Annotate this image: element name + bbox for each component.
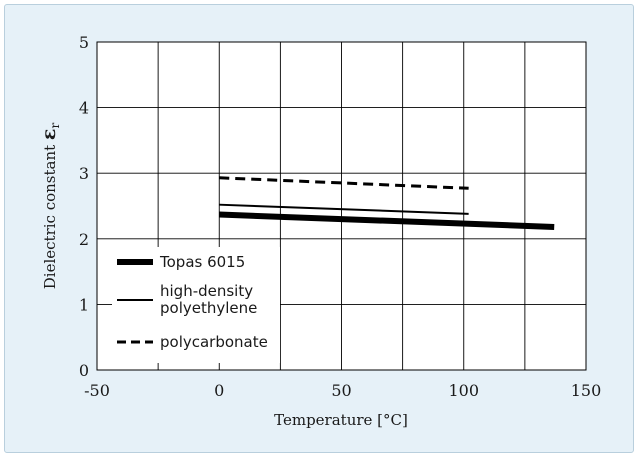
- y-tick-label: 0: [79, 361, 89, 380]
- y-axis-label-text: Dielectric constant: [41, 140, 59, 289]
- legend-label: Topas 6015: [159, 253, 245, 271]
- y-axis-label: Dielectric constant εr: [38, 123, 62, 290]
- series-line: [219, 211, 555, 230]
- x-tick-label: 50: [331, 381, 351, 400]
- series-line: [219, 203, 469, 215]
- x-tick-label: 0: [214, 381, 224, 400]
- y-tick-label: 3: [79, 164, 89, 183]
- x-tick-label: 150: [571, 381, 602, 400]
- legend-background: [112, 247, 280, 363]
- grid-lines: [97, 42, 586, 370]
- y-tick-label: 4: [79, 99, 89, 118]
- x-tick-labels: -50 0 50 100 150: [84, 381, 601, 400]
- y-axis-label-subscript: r: [48, 123, 62, 129]
- legend-label: high-density polyethylene: [160, 282, 257, 317]
- x-tick-label: -50: [84, 381, 110, 400]
- y-axis-label-symbol: ε: [38, 129, 60, 141]
- x-tick-label: 100: [448, 381, 479, 400]
- series-line: [219, 176, 469, 190]
- x-axis-label: Temperature [°C]: [274, 411, 408, 429]
- y-tick-labels: 0 1 2 3 4 5: [79, 33, 89, 380]
- y-tick-label: 2: [79, 230, 89, 249]
- y-tick-label: 1: [79, 295, 89, 314]
- plot-border: [96, 41, 587, 371]
- series-lines: [219, 176, 555, 230]
- legend: Topas 6015 high-density polyethylene polyca…: [117, 253, 268, 351]
- y-tick-label: 5: [79, 33, 89, 52]
- legend-label: polycarbonate: [160, 333, 268, 351]
